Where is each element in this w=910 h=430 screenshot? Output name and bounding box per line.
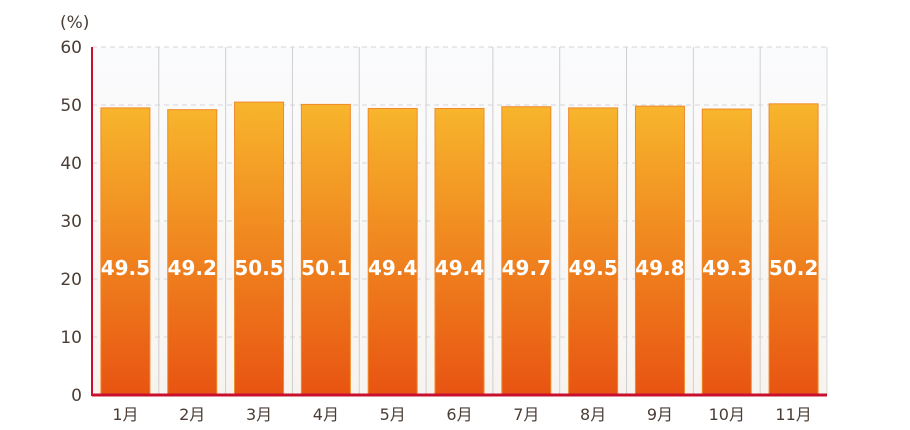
data-label: 49.8 <box>635 256 684 280</box>
bar <box>234 101 285 396</box>
bar <box>768 103 819 396</box>
x-tick-label: 11月 <box>775 405 811 424</box>
x-tick-label: 9月 <box>647 405 673 424</box>
bar <box>300 103 351 396</box>
x-tick-label: 5月 <box>380 405 406 424</box>
bar <box>701 108 752 396</box>
bar <box>100 107 151 396</box>
y-unit-label: (%) <box>60 13 89 33</box>
bar <box>167 109 218 396</box>
y-tick-label: 30 <box>60 212 82 232</box>
data-label: 49.3 <box>702 256 751 280</box>
data-label: 49.5 <box>101 256 150 280</box>
x-tick-label: 10月 <box>709 405 745 424</box>
y-tick-label: 20 <box>60 270 82 290</box>
data-label: 49.4 <box>368 256 417 280</box>
y-tick-label: 50 <box>60 96 82 116</box>
data-label: 50.1 <box>301 256 350 280</box>
data-label: 49.7 <box>502 256 551 280</box>
data-label: 49.2 <box>168 256 217 280</box>
x-tick-label: 6月 <box>446 405 472 424</box>
bar <box>501 106 552 396</box>
data-label: 49.4 <box>435 256 484 280</box>
bar <box>434 107 485 396</box>
y-tick-label: 60 <box>60 38 82 58</box>
x-tick-label: 1月 <box>112 405 138 424</box>
data-label: 50.5 <box>234 256 283 280</box>
data-label: 49.5 <box>568 256 617 280</box>
x-tick-label: 4月 <box>313 405 339 424</box>
bar <box>367 107 418 396</box>
x-tick-label: 2月 <box>179 405 205 424</box>
y-tick-label: 10 <box>60 328 82 348</box>
y-tick-label: 40 <box>60 154 82 174</box>
x-tick-label: 7月 <box>513 405 539 424</box>
x-tick-label: 8月 <box>580 405 606 424</box>
x-tick-label: 3月 <box>246 405 272 424</box>
bar <box>568 107 619 396</box>
data-label: 50.2 <box>769 256 818 280</box>
bar <box>634 105 685 396</box>
y-tick-label: 0 <box>71 386 82 406</box>
